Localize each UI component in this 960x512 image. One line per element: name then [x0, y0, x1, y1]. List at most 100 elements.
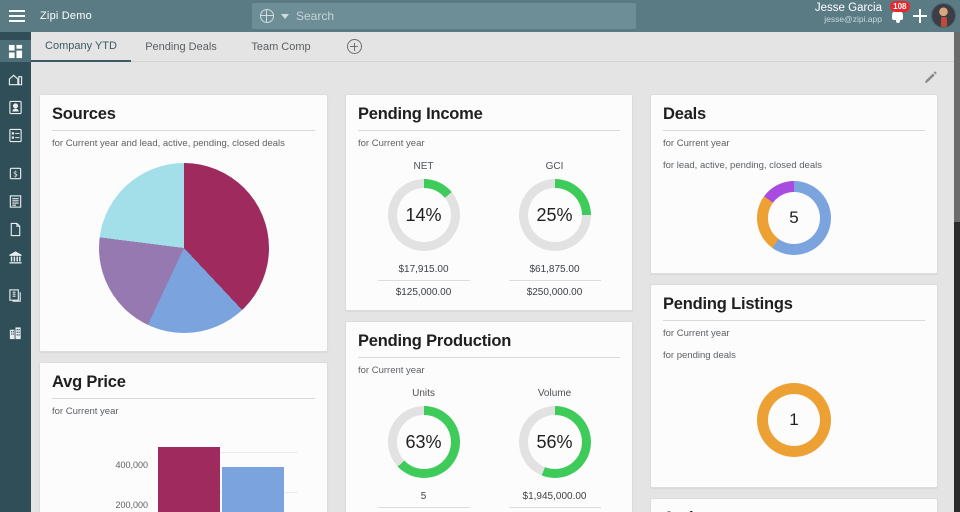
card-pending-production: Pending Production for Current year Unit… [345, 321, 633, 512]
bar-group [158, 445, 288, 512]
card-sources: Sources for Current year and lead, activ… [39, 94, 328, 352]
y-axis-tick: 200,000 [115, 500, 148, 510]
card-pending-listings: Pending Listings for Current year for pe… [650, 284, 938, 488]
gauge-hole: 56% [527, 415, 582, 469]
search-input[interactable]: Search [296, 9, 335, 23]
edit-pencil-icon[interactable] [922, 70, 940, 88]
tab-bar: Company YTD Pending Deals Team Comp [31, 32, 960, 62]
add-plus-icon[interactable] [912, 8, 928, 24]
card-title-deals: Deals [663, 105, 925, 131]
card-title-pending-listings: Pending Listings [663, 295, 925, 321]
tab-company-ytd[interactable]: Company YTD [31, 32, 131, 62]
gauge-percent: 56% [536, 431, 573, 452]
sidebar-item-reports[interactable] [0, 218, 31, 240]
tab-bar-filler [377, 32, 960, 62]
card-subtitle-avg-price: for Current year [52, 406, 119, 417]
card-subtitle-pending-listings: for Current year [663, 328, 730, 339]
search-bar[interactable]: Search [252, 3, 636, 29]
scrollbar-track[interactable] [954, 32, 960, 512]
gauge-current-value: 5 [377, 491, 470, 508]
circle-plus-icon [346, 39, 362, 54]
avatar[interactable] [931, 3, 956, 28]
gauge-hole: 14% [396, 188, 451, 242]
card-pending-income: Pending Income for Current year NET 14% $1… [345, 94, 633, 311]
sidebar-item-dashboard[interactable] [0, 40, 31, 62]
bell-icon[interactable] [890, 8, 906, 24]
card-title-avg-price: Avg Price [52, 373, 315, 399]
sidebar-item-ledger[interactable] [0, 190, 31, 212]
card-title-active: Active [663, 509, 925, 512]
user-info[interactable]: Jesse Garcia jesse@zipi.app [815, 2, 882, 25]
column-middle: Pending Income for Current year NET 14% $1… [345, 94, 633, 512]
card-deals: Deals for Current year for lead, active,… [650, 94, 938, 274]
chevron-down-icon[interactable] [281, 13, 289, 19]
gauge-current-value: $17,915.00 [377, 264, 470, 281]
tab-team-comp[interactable]: Team Comp [231, 32, 331, 62]
gauge-hole: 25% [527, 188, 582, 242]
card-avg-price: Avg Price for Current year 0200,000400,0… [39, 362, 328, 512]
tab-pending-deals[interactable]: Pending Deals [131, 32, 231, 62]
column-right: Deals for Current year for lead, active,… [650, 94, 938, 512]
y-axis-tick: 400,000 [115, 460, 148, 470]
clipboard-list-icon [9, 128, 22, 142]
pie-slices [98, 163, 269, 333]
gauge-percent: 25% [536, 204, 573, 225]
card-title-sources: Sources [52, 105, 315, 131]
sidebar-item-payments[interactable]: $ [0, 162, 31, 184]
column-left: Sources for Current year and lead, activ… [39, 94, 328, 512]
sources-pie-chart [52, 151, 315, 339]
svg-text:$: $ [13, 169, 18, 178]
gauge-target-value: $250,000.00 [526, 287, 583, 298]
card-subtitle-pending-production: for Current year [358, 365, 425, 376]
card-subtitle-pending-income: for Current year [358, 138, 425, 149]
gauge-current-value: $1,945,000.00 [508, 491, 601, 508]
sidebar-item-banking[interactable] [0, 246, 31, 268]
sidebar: $ [0, 32, 31, 512]
add-tab-button[interactable] [331, 32, 377, 62]
sidebar-item-pages[interactable] [0, 284, 31, 306]
gauge-percent: 14% [405, 204, 442, 225]
sidebar-item-company[interactable] [0, 322, 31, 344]
gauge-label: GCI [545, 161, 564, 172]
gauge-percent: 63% [405, 431, 442, 452]
dashboard-content: Sources for Current year and lead, activ… [31, 62, 954, 512]
pending-listings-value: 1 [768, 394, 820, 446]
gridline [158, 452, 298, 453]
gauge-ring: 14% [387, 179, 460, 251]
gauge-ring: 56% [518, 406, 591, 478]
card-title-pending-production: Pending Production [358, 332, 620, 358]
gauge-label: NET [413, 161, 434, 172]
hamburger-menu-icon[interactable] [0, 0, 34, 32]
gauge-target-value: $125,000.00 [395, 287, 452, 298]
sidebar-item-home[interactable] [0, 68, 31, 90]
sidebar-item-tasks[interactable] [0, 124, 31, 146]
card-subtitle-deals: for Current year [663, 138, 730, 149]
card-title-pending-income: Pending Income [358, 105, 620, 131]
sidebar-item-contacts[interactable] [0, 96, 31, 118]
building-icon [9, 326, 21, 339]
bar [222, 467, 284, 512]
document-icon [10, 222, 21, 236]
pending-listings-donut-chart: 1 [663, 361, 925, 475]
donut-ring: 5 [757, 181, 831, 255]
notification-badge[interactable]: 108 [889, 1, 910, 12]
scrollbar-thumb[interactable] [954, 32, 960, 222]
globe-icon [259, 8, 274, 23]
home-icon [8, 74, 23, 85]
pending-production-gauges: Units63%58Volume56%$1,945,000.00$3,500,0… [358, 378, 620, 512]
gauge-net: NET 14% $17,915.00 $125,000.00 [358, 151, 489, 298]
gauge-label: Volume [537, 388, 572, 399]
dollar-icon: $ [9, 167, 22, 179]
deals-donut-chart: 5 [663, 171, 925, 261]
pending-income-gauges: NET 14% $17,915.00 $125,000.00 GCI 25% $61,875… [358, 151, 620, 298]
user-name: Jesse Garcia [814, 2, 882, 14]
bar [158, 447, 220, 512]
gauge-hole: 63% [396, 415, 451, 469]
gauge-ring: 63% [387, 406, 460, 478]
contact-card-icon [9, 100, 22, 114]
dashboard-grid-icon [8, 44, 23, 58]
pages-icon [9, 288, 21, 302]
